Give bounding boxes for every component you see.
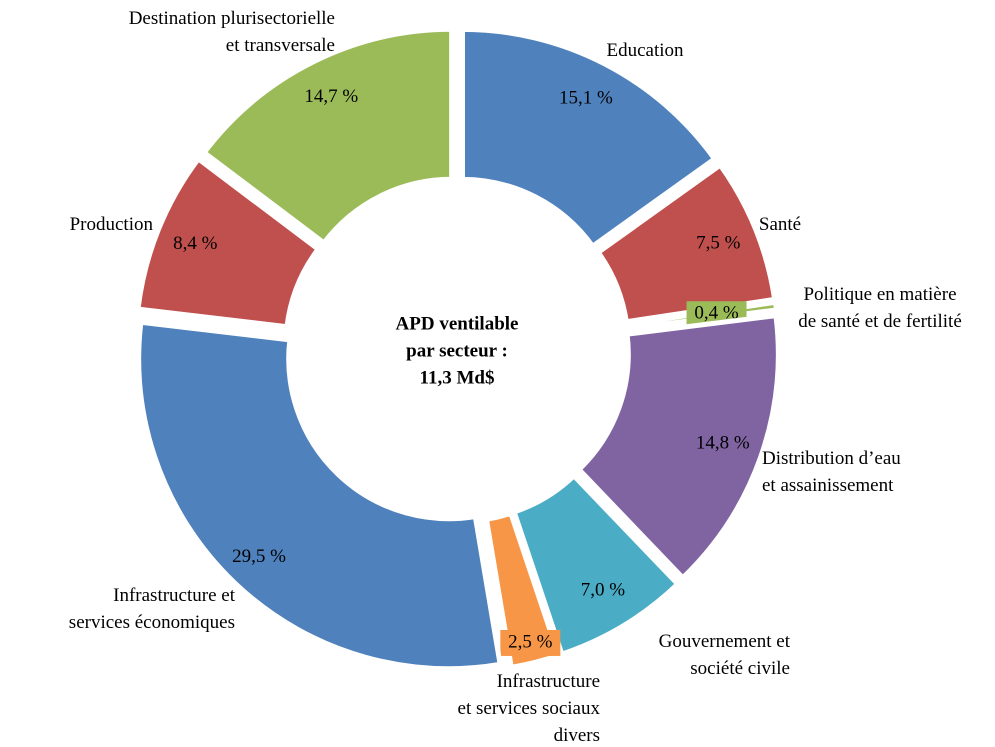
donut-slice bbox=[510, 472, 682, 658]
value-label: 7,0 % bbox=[581, 580, 626, 601]
value-label: 29,5 % bbox=[232, 546, 286, 567]
donut-slice bbox=[594, 161, 778, 325]
value-label: 14,7 % bbox=[304, 86, 358, 107]
value-label: 7,5 % bbox=[696, 232, 741, 253]
category-label: Politique en matière de santé et de ferti… bbox=[798, 284, 962, 332]
category-label: Gouvernement et société civile bbox=[659, 631, 791, 679]
category-label: Destination plurisectorielle et transvers… bbox=[129, 8, 335, 56]
category-label: Santé bbox=[759, 214, 801, 235]
donut-slice bbox=[483, 510, 562, 671]
value-label: 8,4 % bbox=[173, 233, 218, 254]
center-label: par secteur : bbox=[406, 340, 508, 361]
value-label-box bbox=[500, 629, 561, 656]
value-label: 2,5 % bbox=[508, 631, 553, 652]
value-label: 0,4 % bbox=[694, 303, 739, 324]
donut-slice bbox=[459, 26, 719, 250]
donut-slice bbox=[136, 319, 504, 672]
center-label: 11,3 Md$ bbox=[420, 367, 495, 388]
donut-slice bbox=[135, 155, 322, 330]
value-label: 14,8 % bbox=[696, 433, 750, 454]
category-label: Production bbox=[70, 214, 154, 235]
center-label: APD ventilable bbox=[396, 313, 519, 334]
donut-slice bbox=[200, 26, 455, 247]
value-label: 15,1 % bbox=[559, 88, 613, 109]
donut-slice bbox=[575, 312, 781, 582]
category-label: Infrastructure et services économiques bbox=[69, 585, 236, 633]
category-label: Distribution d’eau et assainissement bbox=[762, 448, 901, 496]
category-label: Education bbox=[606, 40, 684, 61]
category-label: Infrastructure et services sociaux divers bbox=[458, 671, 601, 746]
